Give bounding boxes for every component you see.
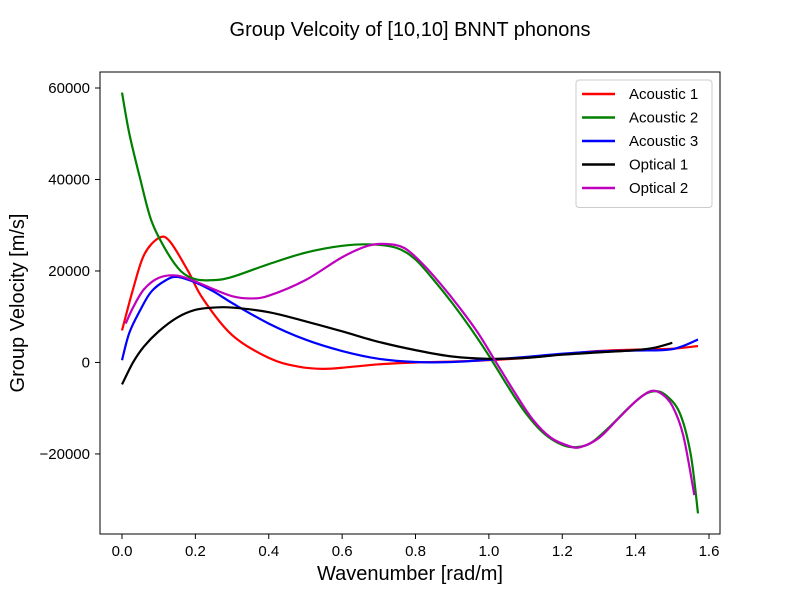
- x-tick-label: 1.0: [478, 543, 499, 560]
- chart-title: Group Velcoity of [10,10] BNNT phonons: [230, 19, 591, 41]
- x-tick-label: 0.0: [112, 543, 133, 560]
- axis-ticks: 0.0 0.2 0.4 0.6 0.8 1.0 1.2 1.4 1.6 −20000 0 20000 4…: [40, 80, 720, 560]
- axes-frame: [99, 71, 721, 535]
- x-tick-label: 0.2: [185, 543, 206, 560]
- legend: Acoustic 1 Acoustic 2 Acoustic 3 Optical 1 O…: [575, 79, 713, 208]
- y-tick-label: 60000: [48, 80, 90, 97]
- y-axis-label: Group Velocity [m/s]: [7, 214, 29, 393]
- series-line-4: [121, 306, 673, 385]
- x-tick-label: 0.6: [332, 543, 353, 560]
- x-tick-label: 0.8: [405, 543, 426, 560]
- x-axis-label: Wavenumber [rad/m]: [317, 563, 503, 585]
- x-tick-label: 0.4: [258, 543, 279, 560]
- legend-box: [575, 79, 713, 208]
- legend-label: Acoustic 2: [629, 110, 698, 127]
- legend-label: Optical 1: [629, 157, 688, 174]
- series-line-5: [124, 242, 696, 496]
- plot-area: [120, 92, 700, 514]
- legend-label: Optical 2: [629, 180, 688, 197]
- y-tick-label: 0: [82, 354, 90, 371]
- y-tick-label: −20000: [40, 446, 90, 463]
- x-tick-label: 1.4: [625, 543, 646, 560]
- legend-label: Acoustic 1: [629, 86, 698, 103]
- x-tick-label: 1.6: [699, 543, 720, 560]
- y-tick-label: 20000: [48, 263, 90, 280]
- y-tick-label: 40000: [48, 171, 90, 188]
- x-tick-label: 1.2: [552, 543, 573, 560]
- legend-label: Acoustic 3: [629, 133, 698, 150]
